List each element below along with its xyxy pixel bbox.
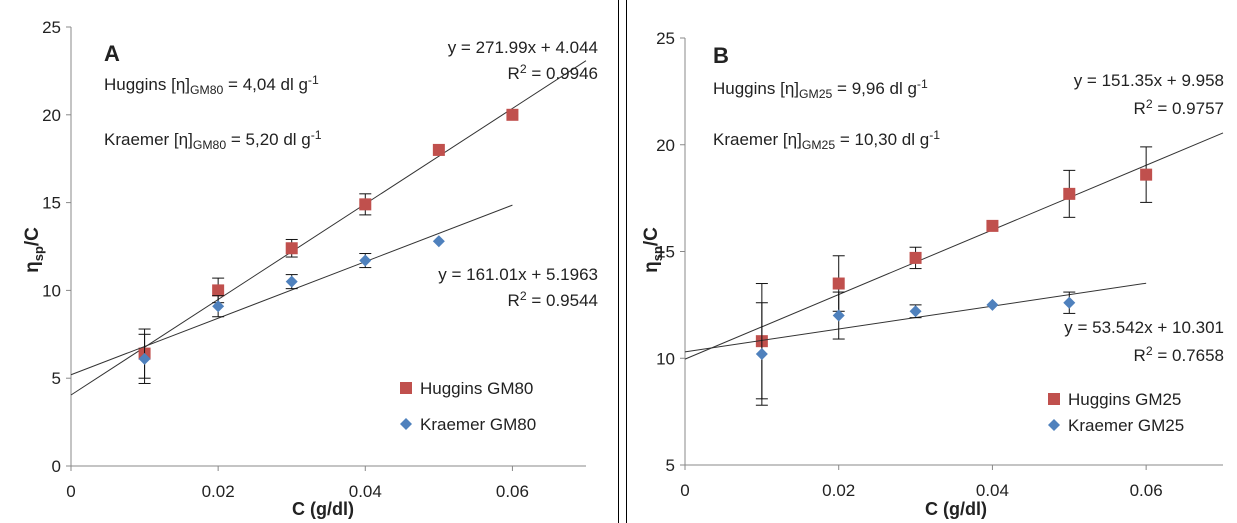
legend-label: Kraemer GM25 [1068,416,1184,435]
data-point-diamond [1063,296,1076,309]
kraemer-intrinsic-annotation: Kraemer [η]GM25 = 10,30 dl g-1 [713,128,940,152]
data-point-diamond [909,305,922,318]
huggins-intrinsic-annotation: Huggins [η]GM80 = 4,04 dl g-1 [104,73,319,97]
chart-panel-b: 5 10 15 20 25 0 0.02 0.04 0.06 C (g/dl) ηsp/C B Hugg… [627,0,1237,523]
data-point-diamond [285,275,298,288]
regression-equation: y = 151.35x + 9.958 [1074,71,1224,90]
data-point-square [506,108,519,121]
data-point-diamond [138,352,151,365]
data-point-diamond [359,254,372,267]
chart-b-svg: 5 10 15 20 25 0 0.02 0.04 0.06 C (g/dl) ηsp/C B Hugg… [641,29,1224,519]
trendline-square [70,60,587,396]
x-tick-label: 0.04 [349,482,382,501]
regression-equation: y = 271.99x + 4.044 [448,38,598,57]
data-point-square [285,242,298,255]
data-point-square [1063,187,1076,200]
y-tick-label: 10 [42,281,61,300]
data-point-square [359,198,372,211]
data-point-square [986,219,999,232]
y-tick-label: 20 [656,136,675,155]
x-axis-title: C (g/dl) [292,499,354,519]
data-point-square [432,143,445,156]
r-squared-label: R2 = 0.9544 [508,289,598,310]
legend-label: Huggins GM25 [1068,390,1181,409]
y-tick-label: 15 [656,243,675,262]
y-tick-label: 5 [52,369,61,388]
r-squared-label: R2 = 0.9946 [508,62,598,83]
y-tick-label: 20 [42,106,61,125]
r-squared-label: R2 = 0.9757 [1134,97,1224,118]
panel-label: B [713,43,729,68]
y-tick-label: 10 [656,349,675,368]
data-point-diamond [755,347,768,360]
y-tick-label: 15 [42,194,61,213]
y-tick-label: 25 [656,29,675,48]
chart-a-svg: 0 5 10 15 20 25 0 0.02 0.04 0.06 C (g/dl) ηsp/C A Hug… [22,18,598,519]
legend-marker-diamond [1048,419,1060,431]
regression-equation: y = 53.542x + 10.301 [1064,318,1224,337]
x-tick-label: 0.02 [822,481,855,500]
x-tick-label: 0.02 [202,482,235,501]
x-tick-label: 0 [66,482,75,501]
data-point-square [1140,168,1153,181]
x-tick-label: 0.06 [496,482,529,501]
trendline-diamond [70,204,513,376]
x-axis-title: C (g/dl) [925,499,987,519]
x-tick-label: 0 [680,481,689,500]
regression-equation: y = 161.01x + 5.1963 [438,265,598,284]
x-tick-label: 0.06 [1130,481,1163,500]
legend-marker-square [1048,393,1060,405]
legend-marker-square [400,382,412,394]
panel-label: A [104,41,120,66]
legend-marker-diamond [400,418,412,430]
data-point-square [909,251,922,264]
kraemer-intrinsic-annotation: Kraemer [η]GM80 = 5,20 dl g-1 [104,128,322,152]
panel-divider [618,0,627,523]
x-tick-label: 0.04 [976,481,1009,500]
y-tick-label: 25 [42,18,61,37]
legend-label: Huggins GM80 [420,379,533,398]
trendline-square [684,132,1224,360]
y-tick-label: 5 [666,456,675,475]
y-tick-label: 0 [52,457,61,476]
data-point-diamond [832,309,845,322]
y-axis-title: ηsp/C [641,227,665,273]
data-point-diamond [986,298,999,311]
data-point-diamond [212,300,225,313]
chart-panel-a: 0 5 10 15 20 25 0 0.02 0.04 0.06 C (g/dl) ηsp/C A Hug… [0,0,618,523]
data-point-square [832,277,845,290]
y-axis-title: ηsp/C [22,227,46,273]
legend-label: Kraemer GM80 [420,415,536,434]
data-point-diamond [432,235,445,248]
data-point-square [212,284,225,297]
r-squared-label: R2 = 0.7658 [1134,344,1224,365]
huggins-intrinsic-annotation: Huggins [η]GM25 = 9,96 dl g-1 [713,77,928,101]
